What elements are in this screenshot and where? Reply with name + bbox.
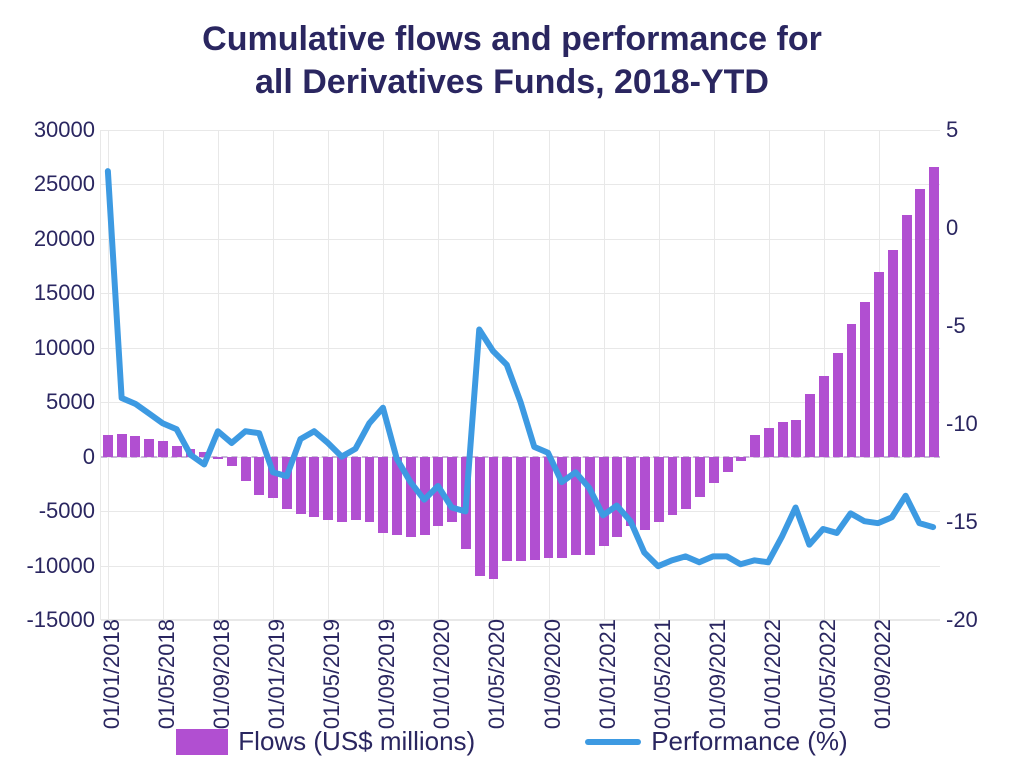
x-tick-label: 01/01/2020 (421, 619, 455, 729)
legend-item-performance: Performance (%) (585, 726, 848, 757)
y-left-tick-label: -5000 (39, 498, 101, 524)
y-right-tick-label: -20 (940, 607, 978, 633)
x-tick-label: 01/09/2018 (201, 619, 235, 729)
plot-area: -15000-10000-500005000100001500020000250… (100, 130, 940, 620)
x-tick-label: 01/01/2019 (256, 619, 290, 729)
y-left-tick-label: 25000 (34, 171, 101, 197)
line-series (101, 130, 940, 619)
x-tick-label: 01/05/2018 (146, 619, 180, 729)
x-tick-label: 01/01/2018 (91, 619, 125, 729)
x-tick-label: 01/05/2020 (476, 619, 510, 729)
y-right-tick-label: -15 (940, 509, 978, 535)
legend-swatch-line (585, 739, 641, 745)
x-tick-label: 01/09/2019 (366, 619, 400, 729)
chart-title-line2: all Derivatives Funds, 2018-YTD (0, 61, 1024, 104)
x-tick-label: 01/09/2020 (532, 619, 566, 729)
x-tick-label: 01/05/2019 (311, 619, 345, 729)
y-left-tick-label: 10000 (34, 335, 101, 361)
y-right-tick-label: -5 (940, 313, 966, 339)
chart-title: Cumulative flows and performance for all… (0, 18, 1024, 103)
y-left-tick-label: 0 (83, 444, 101, 470)
y-right-tick-label: 5 (940, 117, 958, 143)
x-tick-label: 01/01/2022 (752, 619, 786, 729)
x-tick-label: 01/01/2021 (587, 619, 621, 729)
y-right-tick-label: 0 (940, 215, 958, 241)
x-tick-label: 01/05/2021 (642, 619, 676, 729)
legend-label-performance: Performance (%) (651, 726, 848, 757)
y-left-tick-label: 5000 (46, 389, 101, 415)
chart-title-line1: Cumulative flows and performance for (0, 18, 1024, 61)
x-tick-label: 01/05/2022 (807, 619, 841, 729)
y-left-tick-label: -15000 (26, 607, 101, 633)
y-left-tick-label: 20000 (34, 226, 101, 252)
chart-container: Cumulative flows and performance for all… (0, 0, 1024, 771)
y-left-tick-label: -10000 (26, 553, 101, 579)
y-right-tick-label: -10 (940, 411, 978, 437)
legend-item-flows: Flows (US$ millions) (176, 726, 475, 757)
legend: Flows (US$ millions) Performance (%) (0, 726, 1024, 757)
y-left-tick-label: 15000 (34, 280, 101, 306)
y-left-tick-label: 30000 (34, 117, 101, 143)
x-tick-label: 01/09/2021 (697, 619, 731, 729)
legend-swatch-bar (176, 729, 228, 755)
x-tick-label: 01/09/2022 (862, 619, 896, 729)
legend-label-flows: Flows (US$ millions) (238, 726, 475, 757)
